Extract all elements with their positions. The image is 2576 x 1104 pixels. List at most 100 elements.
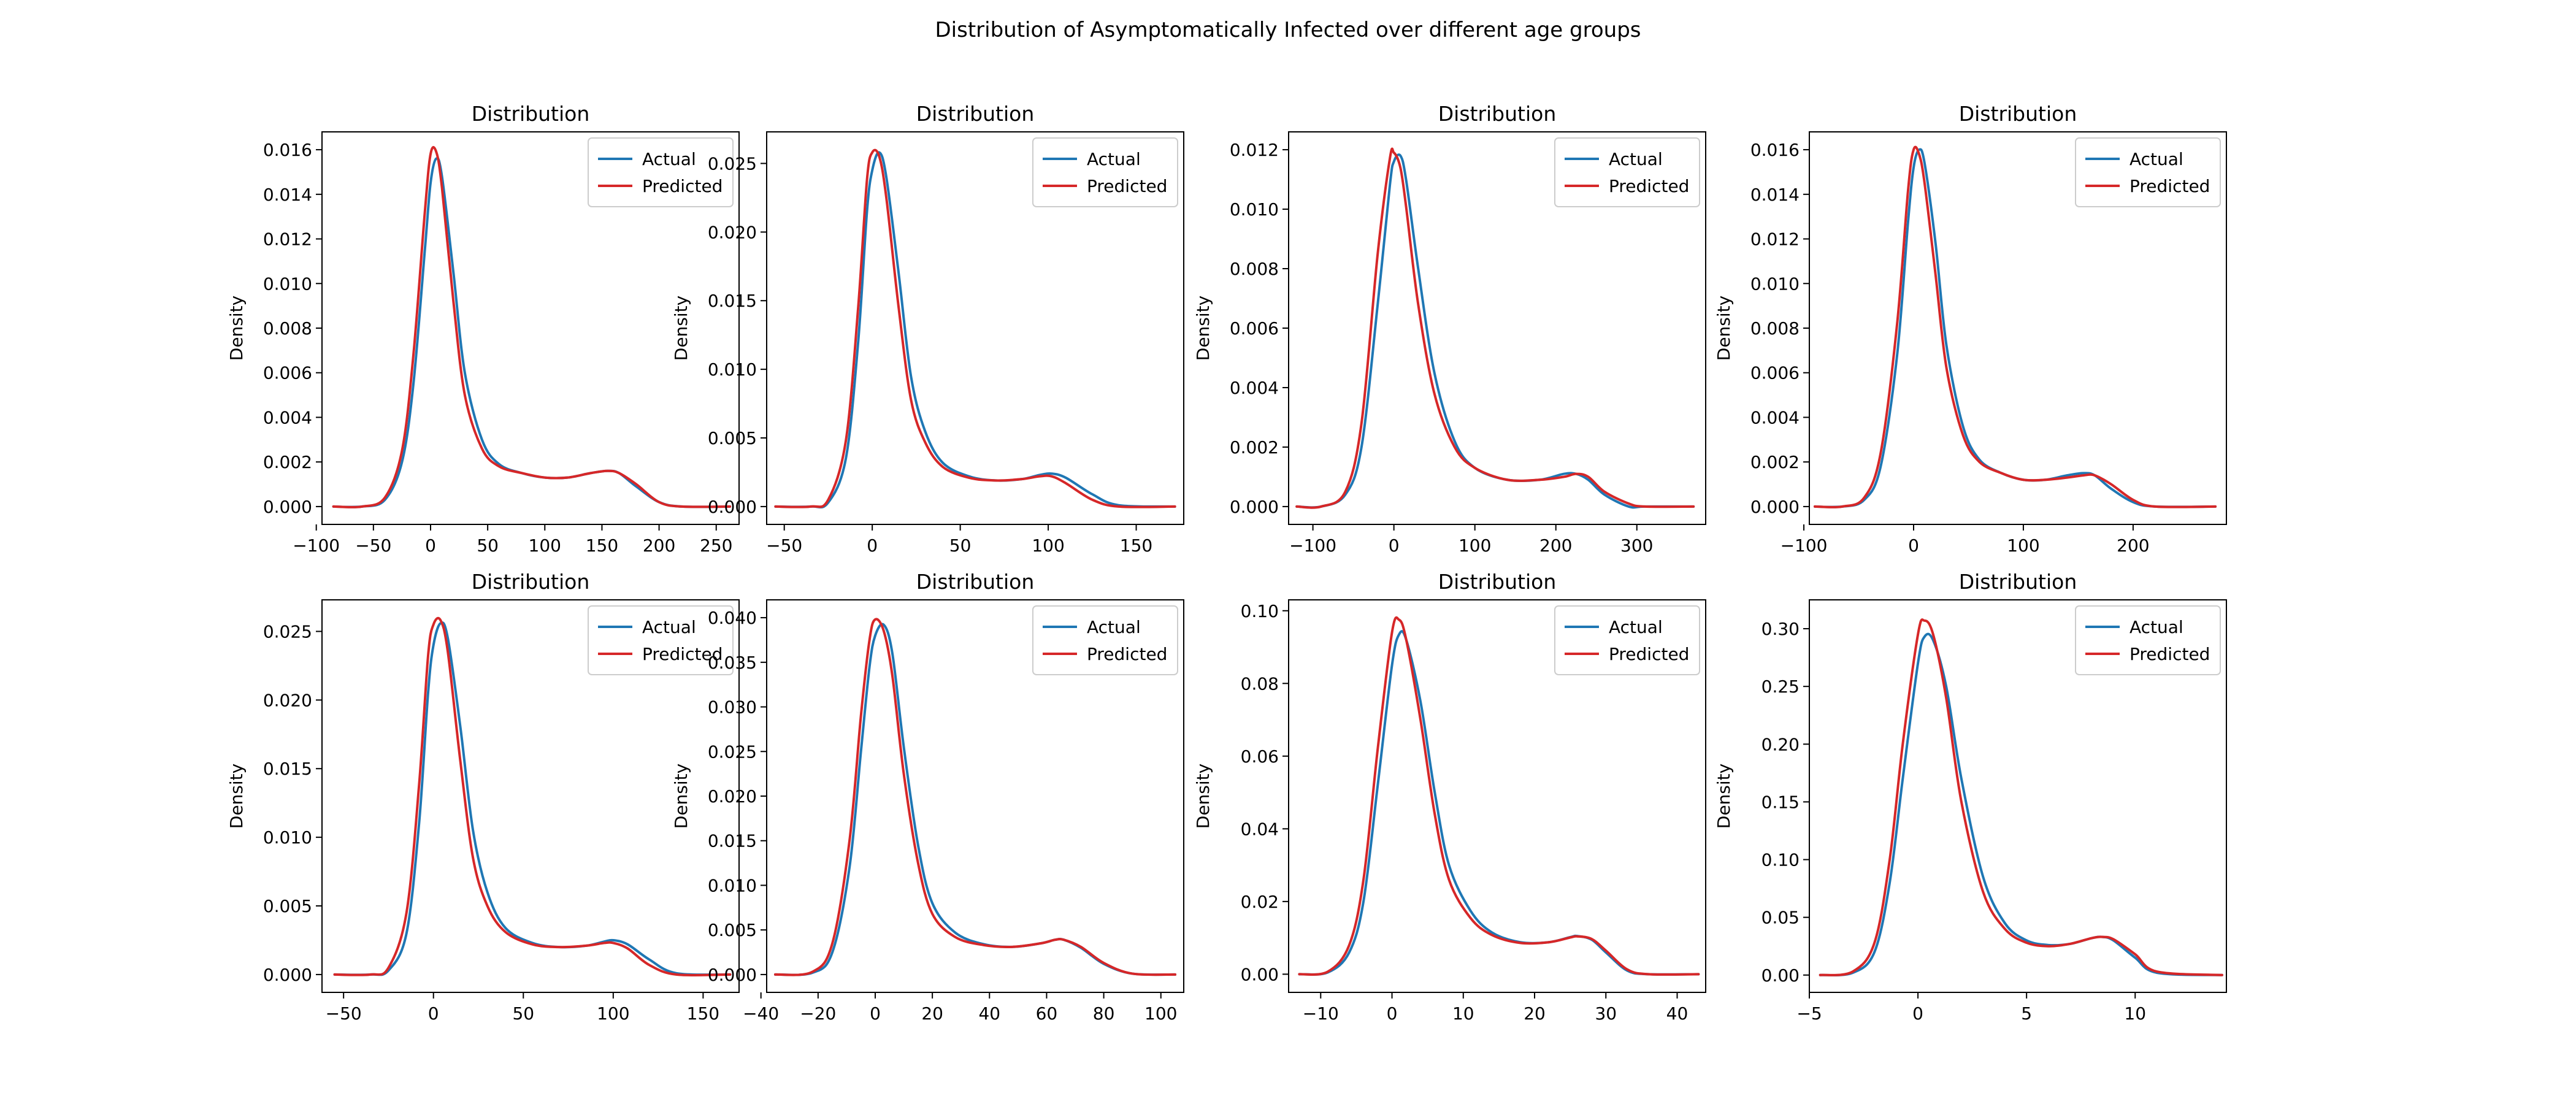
legend-label-predicted: Predicted (1087, 644, 1167, 664)
legend: Actual Predicted (588, 605, 734, 675)
y-tick-label: 0.020 (263, 690, 312, 710)
chart-panel-7: Distribution Density 0.00 0.02 0.04 0.06 0.08 0… (1193, 570, 1706, 1024)
y-tick-label: 0.020 (708, 222, 757, 242)
x-tick-label: 100 (529, 535, 561, 556)
y-tick-label: 0.06 (1241, 746, 1279, 767)
x-tick-label: −20 (800, 1003, 836, 1024)
y-tick-label: 0.012 (263, 229, 312, 250)
y-tick-label: 0.000 (708, 497, 757, 517)
x-tick-label: 20 (1524, 1003, 1546, 1024)
y-axis-label: Density (1714, 764, 1734, 829)
legend-label-predicted: Predicted (642, 644, 723, 664)
x-tick-label: 200 (2117, 535, 2149, 556)
y-tick-label: 0.25 (1761, 677, 1800, 697)
y-tick-label: 0.010 (263, 827, 312, 848)
legend-label-predicted: Predicted (642, 176, 723, 196)
y-tick-label: 0.012 (1750, 229, 1800, 250)
x-tick-label: −100 (293, 535, 340, 556)
x-tick-label: 50 (477, 535, 499, 556)
x-tick-label: 40 (978, 1003, 1000, 1024)
legend-label-actual: Actual (642, 617, 696, 637)
x-tick-label: 200 (1539, 535, 1572, 556)
y-tick-label: 0.00 (1761, 965, 1800, 986)
y-tick-label: 0.000 (263, 965, 312, 985)
y-tick-label: 0.00 (1241, 964, 1279, 984)
x-tick-label: 60 (1036, 1003, 1058, 1024)
y-tick-label: 0.04 (1241, 819, 1279, 839)
y-tick-label: 0.012 (1230, 140, 1279, 160)
legend-box (2075, 605, 2221, 675)
panel-title: Distribution (1959, 570, 2077, 594)
y-axis-label: Density (226, 764, 247, 829)
legend-label-actual: Actual (1609, 617, 1663, 637)
axes-frame (1809, 599, 2227, 993)
axes-frame (321, 599, 740, 993)
x-tick-label: 100 (1032, 535, 1064, 556)
legend-label-actual: Actual (1087, 149, 1141, 169)
x-tick-label: 0 (425, 535, 436, 556)
x-tick-label: 100 (2007, 535, 2039, 556)
axes-frame (1809, 131, 2227, 525)
legend-box (588, 605, 734, 675)
y-tick-label: 0.002 (263, 452, 312, 472)
y-tick-label: 0.05 (1761, 908, 1800, 928)
x-tick-label: 0 (1387, 1003, 1398, 1024)
series-line-actual (333, 621, 732, 976)
legend-label-actual: Actual (1087, 617, 1141, 637)
x-tick-label: 5 (2021, 1003, 2032, 1024)
y-tick-label: 0.20 (1761, 734, 1800, 754)
legend-label-predicted: Predicted (1609, 644, 1689, 664)
x-tick-label: 100 (1459, 535, 1491, 556)
series-line-predicted (774, 148, 1176, 508)
series-line-predicted (1813, 145, 2217, 508)
legend-box (1032, 605, 1178, 675)
legend-box (1554, 137, 1700, 207)
y-tick-label: 0.30 (1761, 619, 1800, 639)
y-tick-label: 0.025 (708, 742, 757, 762)
series-line-actual (774, 151, 1176, 509)
y-axis-label: Density (1193, 296, 1213, 361)
y-tick-label: 0.15 (1761, 792, 1800, 812)
series-line-predicted (1298, 616, 1700, 976)
y-tick-label: 0.014 (263, 185, 312, 205)
x-tick-label: 150 (687, 1003, 719, 1024)
y-tick-label: 0.000 (1230, 497, 1279, 517)
x-tick-label: 20 (921, 1003, 943, 1024)
x-tick-label: 0 (867, 535, 878, 556)
y-tick-label: 0.015 (708, 291, 757, 311)
panel-title: Distribution (1959, 102, 2077, 126)
y-tick-label: 0.004 (1750, 407, 1800, 427)
y-tick-label: 0.020 (708, 786, 757, 807)
x-tick-label: 0 (870, 1003, 881, 1024)
x-tick-label: 0 (1908, 535, 1919, 556)
x-tick-label: −5 (1796, 1003, 1822, 1024)
y-tick-label: 0.005 (708, 428, 757, 448)
y-tick-label: 0.005 (708, 920, 757, 940)
x-tick-label: 100 (1144, 1003, 1177, 1024)
y-tick-label: 0.025 (708, 153, 757, 174)
legend-box (1554, 605, 1700, 675)
y-tick-label: 0.006 (1230, 318, 1279, 339)
legend: Actual Predicted (1032, 605, 1178, 675)
x-tick-label: 50 (512, 1003, 534, 1024)
series-line-actual (773, 623, 1177, 976)
legend: Actual Predicted (1554, 605, 1700, 675)
panels: DistributionDensity0.0000.0020.0040.0060… (226, 102, 2227, 1024)
series-line-predicted (1295, 147, 1695, 509)
x-tick-label: 150 (586, 535, 618, 556)
y-tick-label: 0.008 (1750, 318, 1800, 339)
legend-label-actual: Actual (2129, 617, 2183, 637)
x-tick-label: −50 (355, 535, 391, 556)
panel-title: Distribution (916, 570, 1035, 594)
y-tick-label: 0.010 (708, 359, 757, 380)
x-tick-label: 10 (1452, 1003, 1474, 1024)
y-tick-label: 0.015 (708, 831, 757, 851)
x-tick-label: −50 (766, 535, 802, 556)
y-tick-label: 0.02 (1241, 892, 1279, 912)
y-axis-label: Density (226, 296, 247, 361)
legend-box (2075, 137, 2221, 207)
y-tick-label: 0.035 (708, 653, 757, 673)
chart-panel-4: Distribution Density 0.000 0.002 0.004 0.006 0… (1714, 102, 2227, 556)
legend: Actual Predicted (1554, 137, 1700, 207)
x-tick-label: 10 (2124, 1003, 2146, 1024)
